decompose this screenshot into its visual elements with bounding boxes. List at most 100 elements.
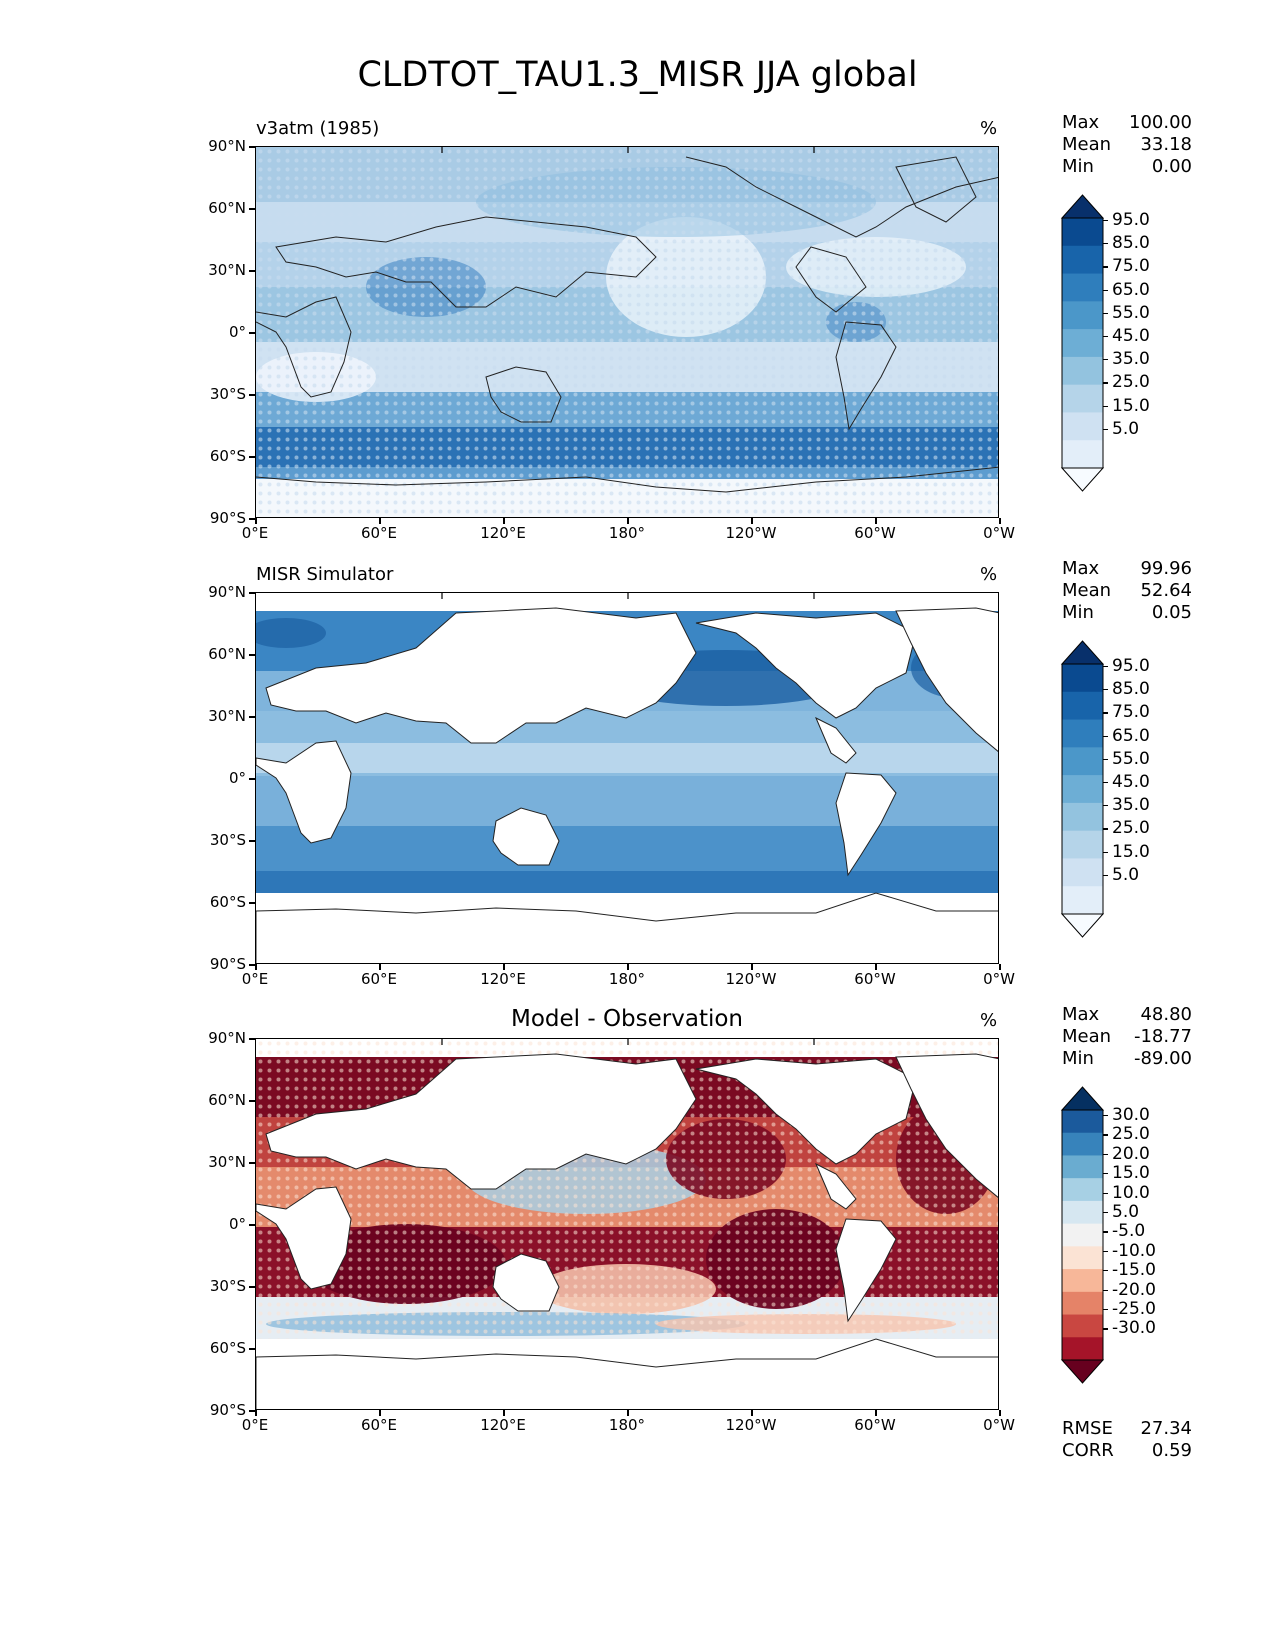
colorbar-tick-label: -10.0: [1112, 1240, 1156, 1261]
colorbar-segment: [1062, 301, 1103, 330]
colorbar-segment: [1062, 245, 1103, 275]
lat-tick-mark: [249, 394, 255, 396]
colorbar-tick-label: 45.0: [1112, 772, 1150, 792]
lon-tick-label: 60°E: [360, 1416, 398, 1434]
colorbar-segment: [1062, 384, 1103, 413]
colorbar: [1060, 640, 1105, 938]
lon-tick-label: 60°E: [360, 524, 398, 542]
lon-tick-label: 180°: [608, 1416, 646, 1434]
lat-tick-mark: [249, 902, 255, 904]
colorbar-segment: [1062, 412, 1103, 441]
lon-tick-mark: [875, 518, 877, 524]
colorbar-tick-label: 35.0: [1112, 795, 1150, 816]
lat-tick-label: 0°: [228, 769, 246, 787]
lat-tick-mark: [249, 146, 255, 148]
colorbar-tick-label: 75.0: [1112, 702, 1150, 723]
colorbar-segment: [1062, 1110, 1103, 1134]
map-svg: [256, 147, 998, 517]
colorbar-segment: [1062, 664, 1103, 693]
colorbar-segment: [1062, 218, 1103, 247]
colorbar-segment: [1062, 1246, 1103, 1270]
colorbar-tick-label: 65.0: [1112, 279, 1150, 300]
lat-tick-label: 30°N: [208, 707, 246, 725]
lon-tick-mark: [751, 1410, 753, 1416]
colorbar-segment: [1062, 719, 1103, 748]
lon-tick-mark: [751, 964, 753, 970]
colorbar-tick-label: 95.0: [1112, 656, 1150, 676]
lat-tick-mark: [249, 518, 255, 520]
lat-tick-label: 30°S: [209, 1277, 246, 1295]
lon-tick-label: 0°E: [241, 524, 269, 542]
lon-tick-mark: [999, 1410, 1001, 1416]
map-plot: [255, 146, 999, 518]
colorbar-tick-label: 45.0: [1112, 326, 1150, 346]
lon-tick-label: 180°: [608, 970, 646, 988]
colorbar: [1060, 1086, 1105, 1384]
colorbar-segment: [1062, 886, 1103, 915]
colorbar-segment: [1062, 1200, 1103, 1225]
colorbar-tick-label: -25.0: [1112, 1299, 1156, 1319]
colorbar-segment: [1062, 1337, 1103, 1361]
lon-tick-mark: [627, 518, 629, 524]
lon-tick-mark: [875, 1410, 877, 1416]
lon-tick-label: 60°W: [854, 1416, 896, 1434]
colorbar-tick-label: 20.0: [1112, 1143, 1150, 1164]
lat-tick-label: 30°S: [209, 831, 246, 849]
colorbar-tick-label: 5.0: [1112, 864, 1140, 885]
colorbar-tick-label: 25.0: [1112, 818, 1150, 839]
colorbar-tick-label: 85.0: [1112, 679, 1150, 700]
colorbar-tick-label: 85.0: [1112, 233, 1150, 254]
lon-tick-label: 120°W: [725, 524, 777, 542]
lat-tick-mark: [249, 456, 255, 458]
colorbar-tick-label: 95.0: [1112, 210, 1150, 230]
colorbar-tick-label: 65.0: [1112, 725, 1150, 746]
lat-tick-mark: [249, 592, 255, 594]
colorbar-segment: [1062, 1314, 1103, 1338]
stats-block: Max 100.00 Mean 33.18 Min 0.00: [1062, 112, 1192, 177]
lon-tick-mark: [627, 1410, 629, 1416]
lat-tick-mark: [249, 1348, 255, 1350]
colorbar-extend-min: [1060, 467, 1105, 492]
lat-tick-label: 60°S: [209, 447, 246, 465]
lat-tick-label: 0°: [228, 323, 246, 341]
colorbar-segment: [1062, 802, 1103, 832]
figure-title: CLDTOT_TAU1.3_MISR JJA global: [357, 55, 918, 95]
colorbar: [1060, 194, 1105, 492]
map-plot: [255, 1038, 999, 1410]
lon-tick-label: 0°W: [983, 970, 1015, 988]
colorbar-segment: [1062, 1269, 1103, 1293]
panel-title: Model - Observation: [510, 1006, 744, 1032]
lon-tick-mark: [503, 964, 505, 970]
colorbar-segment: [1062, 747, 1103, 776]
lat-tick-label: 0°: [228, 1215, 246, 1233]
lon-tick-mark: [379, 1410, 381, 1416]
lat-tick-label: 90°N: [208, 137, 246, 155]
stats-block: Max 99.96 Mean 52.64 Min 0.05: [1062, 558, 1192, 623]
lat-tick-mark: [249, 1038, 255, 1040]
lat-tick-mark: [249, 1286, 255, 1288]
lon-tick-label: 120°W: [725, 1416, 777, 1434]
colorbar-tick-label: 55.0: [1112, 302, 1150, 323]
lon-tick-label: 60°E: [360, 970, 398, 988]
colorbar-tick-label: 5.0: [1112, 418, 1140, 439]
colorbar-segment: [1062, 1178, 1103, 1202]
colorbar-extend-min: [1060, 913, 1105, 938]
lon-tick-label: 0°W: [983, 524, 1015, 542]
lat-tick-mark: [249, 1100, 255, 1102]
lon-tick-mark: [379, 964, 381, 970]
lon-tick-label: 0°W: [983, 1416, 1015, 1434]
lon-tick-label: 60°W: [854, 970, 896, 988]
colorbar-tick-label: 15.0: [1112, 1163, 1150, 1184]
lat-tick-mark: [249, 208, 255, 210]
colorbar-segment: [1062, 329, 1103, 358]
units-label: %: [980, 1010, 998, 1031]
lon-tick-mark: [379, 518, 381, 524]
lat-tick-mark: [249, 964, 255, 966]
panel-title: v3atm (1985): [256, 118, 380, 139]
lat-tick-mark: [249, 778, 255, 780]
lon-tick-label: 0°E: [241, 1416, 269, 1434]
lat-tick-label: 90°S: [209, 955, 246, 973]
lon-tick-mark: [255, 1410, 257, 1416]
lon-tick-label: 120°E: [480, 970, 526, 988]
colorbar-tick-label: 15.0: [1112, 395, 1150, 416]
